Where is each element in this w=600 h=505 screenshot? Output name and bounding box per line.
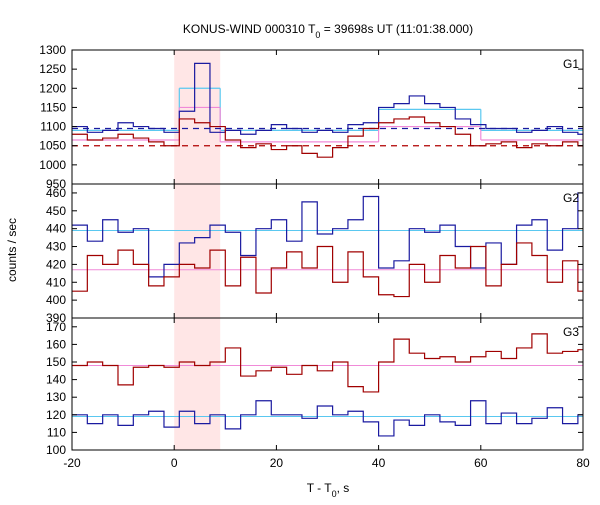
panel-g1-label: G1 bbox=[563, 57, 579, 71]
panel-g1-ytick-label: 1050 bbox=[39, 139, 66, 153]
panel-g2-label: G2 bbox=[563, 191, 579, 205]
x-tick-label: 80 bbox=[576, 456, 590, 470]
panel-g1-ytick-label: 1250 bbox=[39, 62, 66, 76]
panel-g2-ytick-label: 410 bbox=[46, 275, 66, 289]
panel-g1-series-blue bbox=[72, 62, 583, 135]
panel-g3-series-blue bbox=[72, 400, 583, 437]
panel-g1-frame bbox=[71, 49, 584, 185]
panel-g2-ytick-label: 430 bbox=[46, 240, 66, 254]
panel-g1-ytick-label: 1200 bbox=[39, 81, 66, 95]
panel-g3-ytick-label: 170 bbox=[46, 320, 66, 334]
panel-g1-ytick-label: 1300 bbox=[39, 43, 66, 57]
panel-g2-ytick-label: 390 bbox=[46, 311, 66, 325]
panel-g2-ytick-label: 460 bbox=[46, 186, 66, 200]
panel-g3-ytick-label: 110 bbox=[47, 425, 66, 439]
panel-g3: 100 110 120 130 140 150 160 170 G3 bbox=[46, 317, 584, 457]
panel-g3-ytick-label: 130 bbox=[46, 390, 66, 404]
x-tick-label: 40 bbox=[372, 456, 386, 470]
panel-g2-ytick-label: 440 bbox=[46, 222, 66, 236]
y-axis-label: counts / sec bbox=[5, 218, 19, 282]
panel-g3-ytick-label: 140 bbox=[46, 373, 66, 387]
x-tick-label: -20 bbox=[63, 456, 81, 470]
panel-g1: 950 1000 1050 1100 1150 1200 1250 1300 G1 bbox=[39, 43, 584, 191]
x-axis-label: T - T0, s bbox=[307, 481, 350, 499]
panel-g3-label: G3 bbox=[563, 325, 579, 339]
panel-g3-frame bbox=[71, 317, 584, 451]
panel-g1-ytick-label: 1000 bbox=[39, 158, 66, 172]
panel-g2-ytick-label: 420 bbox=[46, 257, 66, 271]
panel-g3-series-red bbox=[72, 333, 583, 393]
panel-g2-ytick-label: 400 bbox=[46, 293, 66, 307]
panel-g1-ytick-label: 1150 bbox=[40, 100, 66, 114]
panel-g3-ytick-label: 150 bbox=[46, 355, 66, 369]
panel-g1-ytick-label: 1100 bbox=[40, 120, 66, 134]
x-tick-label: 60 bbox=[474, 456, 488, 470]
x-tick-label: 0 bbox=[171, 456, 178, 470]
panel-g2-series-red bbox=[72, 242, 583, 298]
x-tick-label: 20 bbox=[270, 456, 284, 470]
panel-g3-ytick-label: 120 bbox=[46, 408, 66, 422]
panel-g3-ytick-label: 160 bbox=[46, 337, 66, 351]
panel-g1-series-red bbox=[72, 116, 583, 158]
panel-g2: 390 400 410 420 430 440 450 460 G2 bbox=[46, 183, 584, 325]
panel-g2-series-blue bbox=[72, 192, 583, 278]
panel-g2-ytick-label: 450 bbox=[46, 204, 66, 218]
chart-title: KONUS-WIND 000310 T0 = 39698s UT (11:01:… bbox=[183, 22, 473, 40]
panel-g3-ytick-label: 100 bbox=[46, 443, 66, 457]
panel-g1-ytick-label: 950 bbox=[46, 177, 66, 191]
